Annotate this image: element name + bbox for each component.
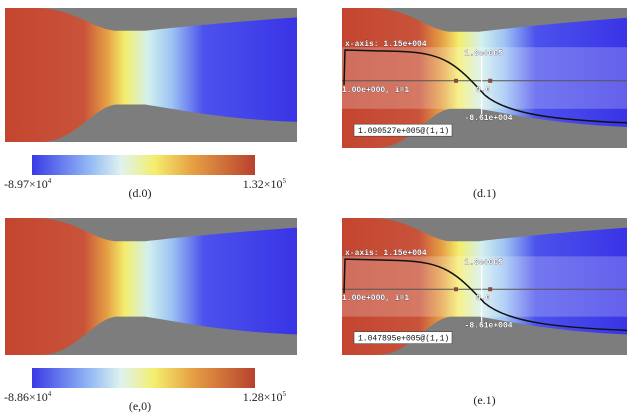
probe-curve — [343, 258, 628, 332]
panel — [5, 218, 297, 355]
colorbar — [32, 368, 255, 388]
probe-marker — [454, 78, 458, 83]
probe-box — [353, 331, 453, 345]
colorbar — [32, 155, 255, 175]
x-axis-label: x-axis: 1.15e+004 — [345, 40, 427, 49]
bottom-value: -8.61e+004 — [465, 114, 513, 123]
flow-field — [5, 8, 297, 142]
colorbar-label-exponent: 5 — [283, 177, 287, 185]
probe-box — [353, 123, 453, 137]
panel-caption: (d.1) — [473, 186, 496, 200]
panel: x-axis: 1.15e+004 1.00e+000, i=1 1.0e+005 0… — [342, 8, 628, 148]
colorbar-label-exponent: 4 — [48, 390, 52, 398]
probe-band — [342, 47, 627, 109]
bottom-value: -8.61e+004 — [465, 322, 513, 331]
colorbar-label: -8.86×104 — [4, 390, 52, 404]
probe-marker — [454, 287, 458, 292]
colorbar-label: 1.28×105 — [243, 390, 287, 404]
x-axis-label: x-axis: 1.15e+004 — [345, 249, 427, 258]
y-axis-label: 1.00e+000, i=1 — [342, 86, 409, 95]
zero-label: 0.0 — [476, 294, 491, 303]
probe-band — [342, 256, 627, 317]
top-value: 1.0e+005 — [465, 259, 504, 268]
panel-caption: (e,0) — [129, 399, 151, 413]
probe-marker — [488, 78, 493, 83]
colorbar-label-exponent: 4 — [48, 177, 52, 185]
colorbar-label-base: 1.28×10 — [243, 390, 283, 404]
panel — [5, 8, 297, 142]
flow-field — [342, 8, 627, 148]
panel: x-axis: 1.15e+004 1.00e+000, i=1 1.0e+005 0… — [342, 218, 628, 355]
probe-value: 1.090527e+005@(1,1) — [358, 127, 449, 136]
panel-caption: (e.1) — [473, 393, 495, 407]
colorbar-label-base: -8.86×10 — [4, 390, 48, 404]
probe-curve — [343, 49, 628, 124]
y-axis-label: 1.00e+000, i=1 — [342, 294, 409, 303]
colorbar-label-exponent: 5 — [283, 390, 287, 398]
flow-field — [342, 218, 627, 355]
probe-value: 1.047895e+005@(1,1) — [358, 335, 449, 344]
flow-field — [5, 218, 297, 355]
colorbar-label: -8.97×104 — [4, 177, 52, 191]
colorbar-label: 1.32×105 — [243, 177, 287, 191]
colorbar-label-base: -8.97×10 — [4, 177, 48, 191]
probe-marker — [488, 287, 493, 292]
top-value: 1.0e+005 — [465, 50, 504, 59]
colorbar-label-base: 1.32×10 — [243, 177, 283, 191]
zero-label: 0.0 — [476, 86, 491, 95]
panel-caption: (d.0) — [129, 186, 152, 200]
